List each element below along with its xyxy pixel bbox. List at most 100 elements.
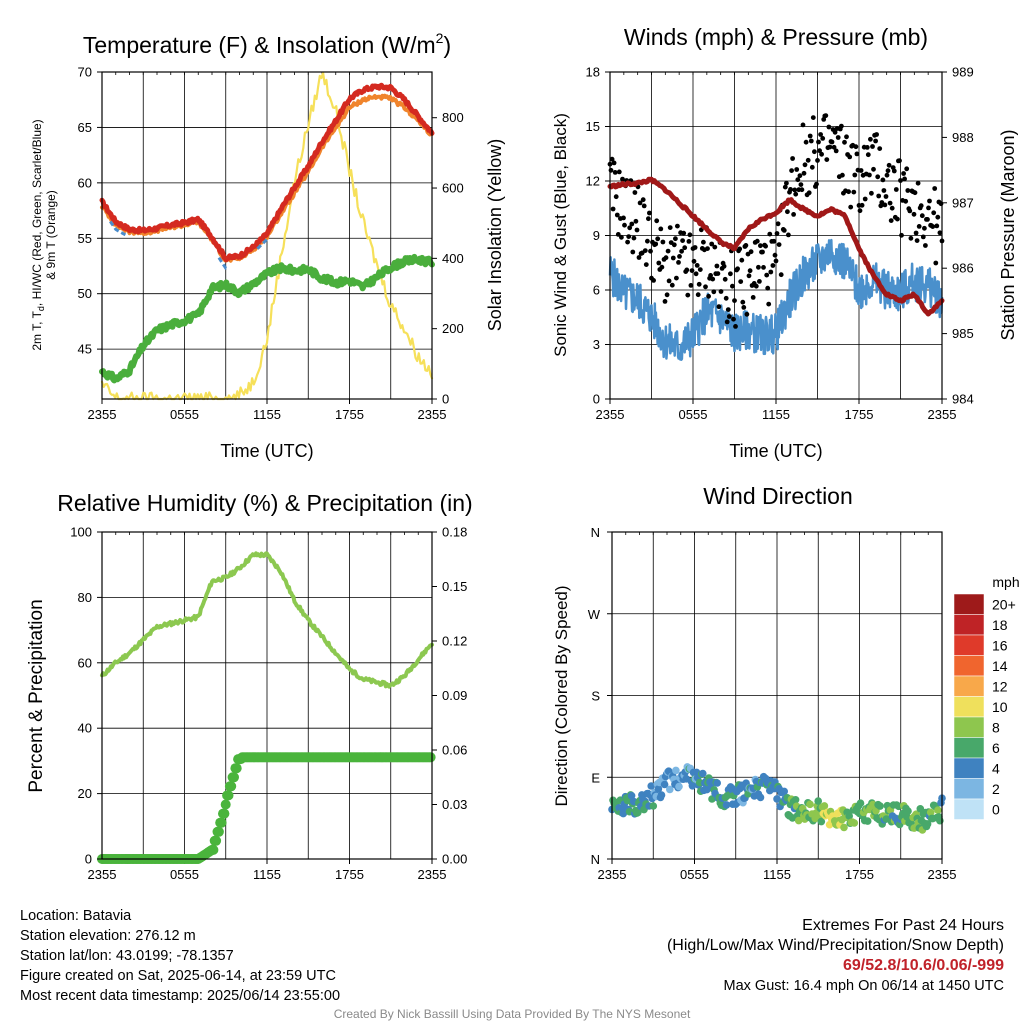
speed-legend-label: 20+ (992, 596, 1016, 612)
gust-point (835, 135, 841, 140)
gust-point (645, 238, 650, 244)
temp-y2tick-label: 200 (442, 321, 464, 336)
max-gust: Max Gust: 16.4 mph On 06/14 at 1450 UTC (723, 978, 1004, 994)
wind-direction-title: Wind Direction (703, 483, 853, 509)
dir-ytick-label: E (591, 770, 600, 785)
gust-point (898, 178, 903, 183)
dir-xtick-label: 0555 (680, 867, 709, 882)
speed-legend-label: 14 (992, 658, 1008, 674)
speed-legend-label: 0 (992, 801, 1000, 817)
temp-y2tick-label: 0 (442, 392, 449, 407)
gust-point (631, 235, 637, 241)
rh-ytick-label: 40 (78, 721, 92, 736)
precipitation-point (216, 817, 227, 828)
gust-point (897, 158, 902, 164)
temp-frame (101, 71, 433, 400)
gust-point (920, 234, 926, 240)
gust-point (732, 298, 737, 303)
gust-point (768, 269, 774, 275)
gust-point (784, 180, 789, 186)
gust-point (741, 305, 747, 310)
wind-xtick-label: 2355 (596, 407, 625, 422)
gust-point (663, 255, 669, 261)
gust-point (721, 263, 727, 269)
gust-point (865, 152, 871, 158)
gust-point (767, 231, 773, 237)
gust-point (800, 122, 806, 128)
extremes-info: Extremes For Past 24 Hours (High/Low/Max… (667, 916, 1004, 996)
gust-point (747, 268, 753, 274)
gust-point (679, 248, 684, 254)
gust-point (675, 223, 680, 229)
gust-point (792, 187, 798, 193)
gust-point (633, 218, 639, 224)
gust-point (697, 267, 703, 272)
wind-direction-point (713, 779, 721, 787)
gust-point (636, 255, 642, 260)
temp-ytick-label: 55 (78, 231, 92, 246)
speed-legend-label: 6 (992, 740, 1000, 756)
speed-legend-swatch (953, 696, 985, 718)
gust-point (846, 189, 851, 195)
gust-point (829, 139, 835, 145)
gust-point (847, 154, 853, 160)
gust-point (693, 271, 699, 277)
pressure-ylabel: Station Pressure (Maroon) (998, 129, 1018, 340)
gust-point (667, 225, 673, 231)
gust-point (691, 258, 697, 264)
temp-y2tick-label: 400 (442, 251, 464, 266)
extremes-header: Extremes For Past 24 Hours (802, 917, 1004, 934)
temperature-ylabel-line2: & 9m T (Orange) (44, 190, 58, 280)
gust-point (785, 209, 790, 215)
temp-ytick-label: 70 (78, 65, 92, 80)
rh-ytick-label: 60 (78, 655, 92, 670)
gust-point (876, 193, 882, 199)
gust-point (882, 202, 888, 208)
temperature-ylabel-line1: 2m T, Td, HI/WC (Red, Green, Scarlet/Blu… (30, 119, 46, 350)
winds-chart-title: Winds (mph) & Pressure (mb) (624, 24, 928, 50)
gust-point (722, 276, 728, 282)
wind-direction-point (634, 808, 642, 817)
wind-xtick-label: 0555 (679, 407, 708, 422)
precipitation-point (211, 835, 222, 846)
dir-xtick-label: 1755 (845, 867, 874, 882)
gust-point (760, 249, 765, 255)
gust-point (612, 170, 618, 175)
precipitation-point (219, 808, 230, 819)
gust-point (765, 285, 771, 291)
gust-point (670, 255, 676, 261)
gust-point (881, 188, 887, 193)
gust-point (911, 211, 917, 217)
gust-point (925, 217, 930, 222)
gust-point (772, 252, 778, 258)
gust-point (692, 245, 698, 250)
gust-point (674, 275, 679, 281)
wind-direction-series (608, 763, 946, 834)
gust-point (630, 249, 636, 255)
gust-point (763, 243, 768, 249)
gust-point (819, 151, 824, 157)
gust-point (684, 267, 690, 273)
gust-point (660, 239, 666, 245)
winds-ylabel: Sonic Wind & Gust (Blue, Black) (551, 113, 570, 357)
speed-legend-swatch (953, 655, 985, 677)
speed-legend-swatch (953, 778, 985, 800)
gust-point (885, 168, 891, 174)
gust-point (764, 272, 770, 278)
gust-point (786, 232, 791, 238)
gust-point (868, 136, 873, 142)
wind-xtick-label: 1155 (762, 407, 790, 422)
speed-legend-label: 8 (992, 719, 1000, 735)
gust-point (891, 168, 897, 174)
windchill-blue-segment (109, 220, 127, 237)
gust-point (867, 172, 872, 178)
gust-point (938, 201, 944, 207)
gust-point (753, 283, 759, 289)
gust-point (795, 177, 801, 183)
rh-xtick-label: 2355 (418, 867, 447, 882)
wind-direction-point (675, 782, 683, 791)
gust-point (887, 200, 893, 206)
gust-point (771, 238, 777, 244)
gust-series (607, 113, 945, 329)
gust-point (610, 206, 616, 212)
